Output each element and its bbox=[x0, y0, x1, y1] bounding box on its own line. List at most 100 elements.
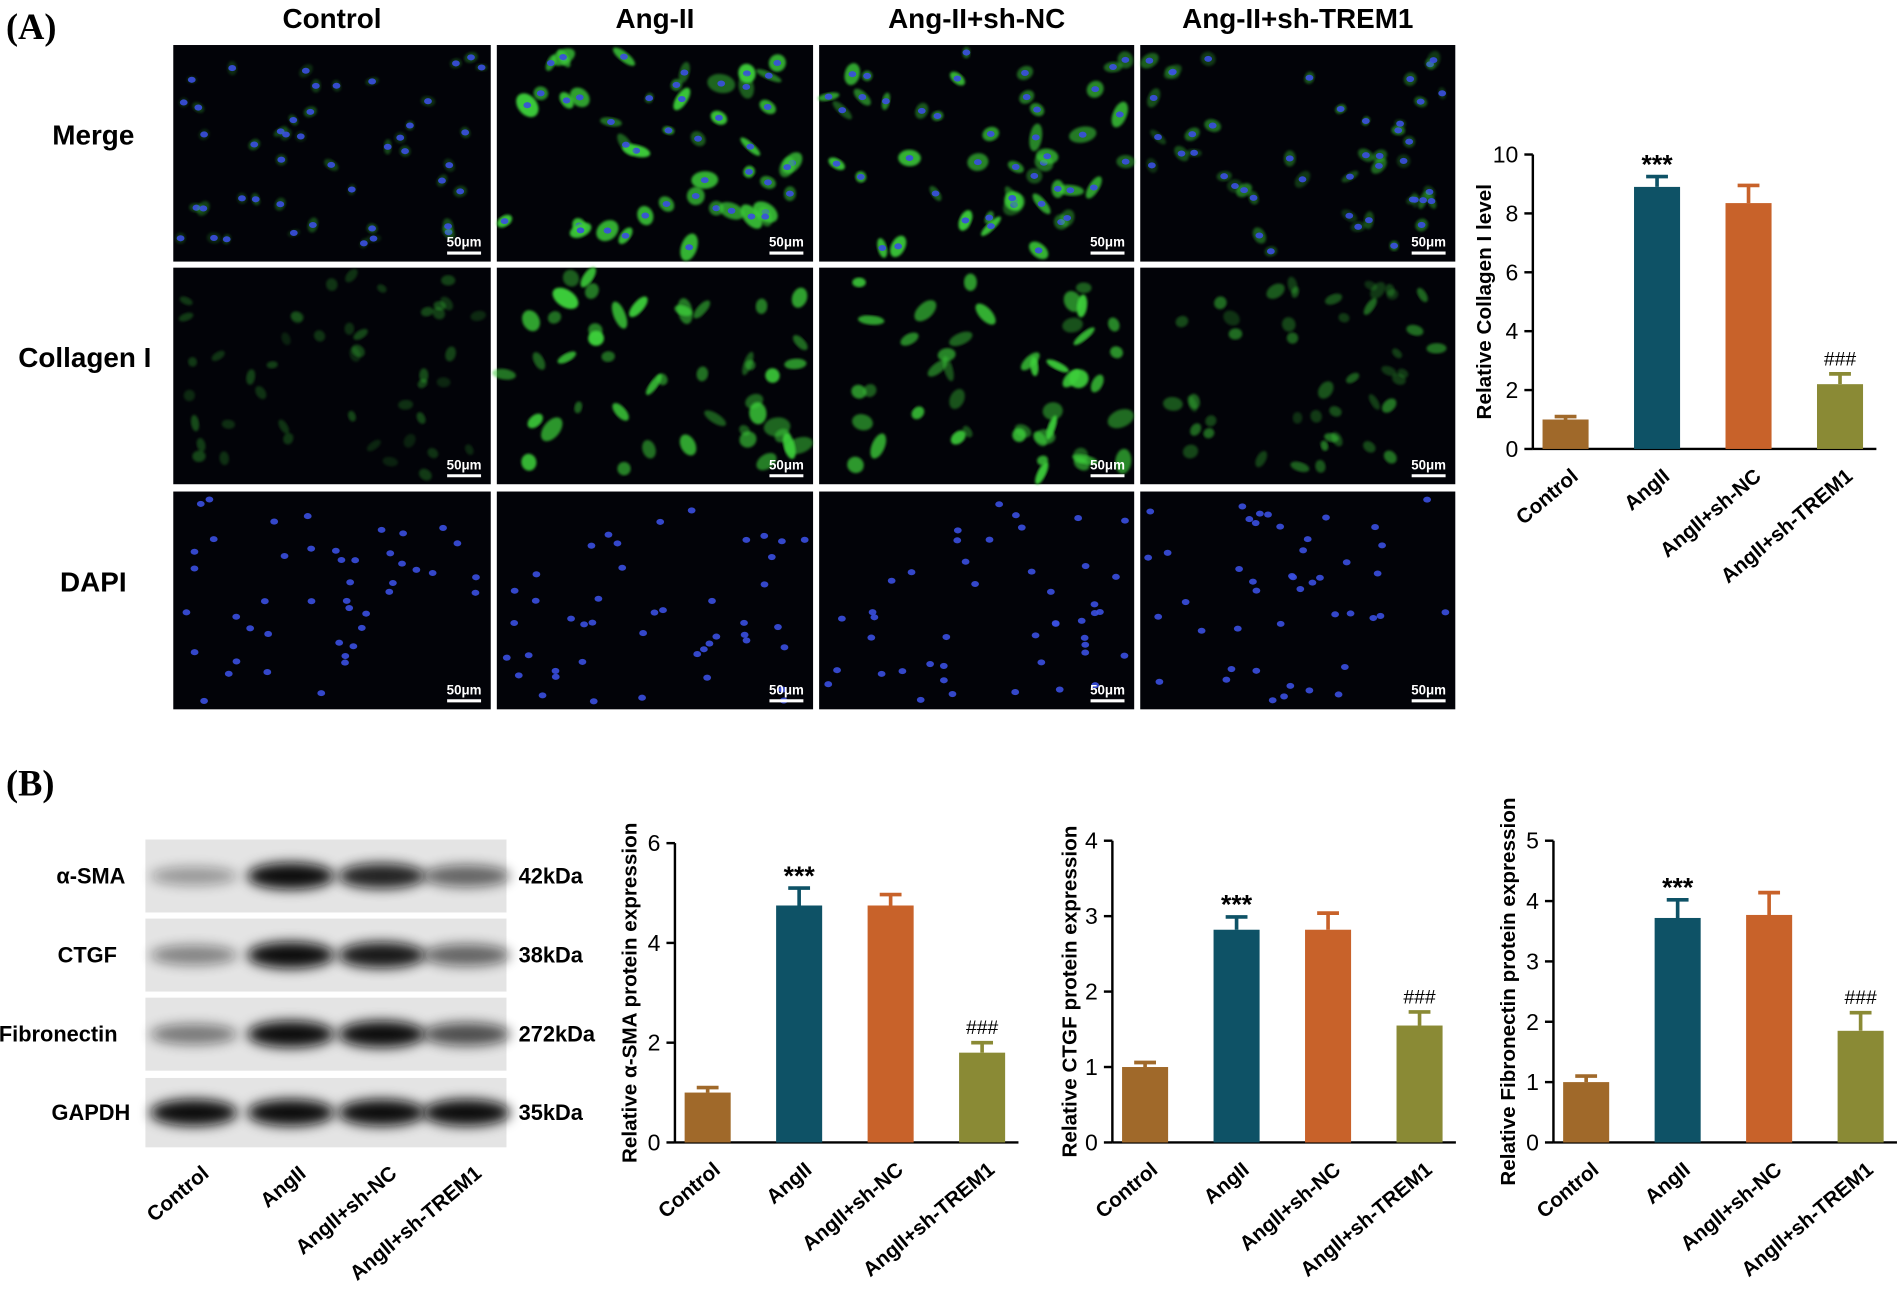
cell bbox=[1188, 393, 1200, 410]
cell bbox=[246, 369, 256, 385]
nucleus bbox=[477, 64, 486, 71]
bar bbox=[1746, 914, 1793, 1143]
nucleus bbox=[1208, 122, 1217, 129]
nucleus bbox=[349, 643, 358, 650]
cell bbox=[870, 433, 887, 459]
nucleus bbox=[618, 564, 627, 571]
nucleus bbox=[898, 668, 907, 675]
cell bbox=[1205, 415, 1217, 427]
nucleus bbox=[200, 131, 208, 138]
nucleus bbox=[917, 107, 926, 114]
nucleus bbox=[1033, 106, 1041, 113]
nucleus bbox=[760, 581, 769, 588]
nucleus bbox=[1121, 517, 1129, 524]
cell bbox=[552, 287, 579, 309]
nucleus bbox=[645, 95, 654, 102]
nucleus bbox=[1053, 185, 1062, 192]
nucleus bbox=[510, 587, 519, 594]
nucleus bbox=[987, 223, 995, 230]
cell bbox=[436, 377, 451, 388]
nucleus bbox=[332, 82, 341, 89]
nucleus bbox=[200, 697, 208, 704]
nucleus bbox=[1080, 634, 1089, 641]
nucleus bbox=[1264, 511, 1272, 518]
nucleus bbox=[838, 615, 846, 622]
nucleus bbox=[824, 93, 833, 100]
nucleus bbox=[1011, 689, 1020, 696]
y-tick-label: 2 bbox=[1085, 979, 1098, 1005]
y-tick-label: 2 bbox=[1506, 377, 1519, 403]
nucleus bbox=[742, 83, 751, 90]
nucleus bbox=[335, 639, 344, 646]
nucleus bbox=[694, 135, 702, 142]
micrograph: 50μm bbox=[1140, 491, 1456, 710]
nucleus bbox=[263, 669, 272, 676]
column-header: Ang-II bbox=[615, 3, 694, 34]
nucleus bbox=[1373, 570, 1382, 577]
cell bbox=[1034, 429, 1056, 445]
nucleus bbox=[832, 160, 841, 167]
nucleus bbox=[824, 681, 833, 688]
nucleus bbox=[1011, 163, 1020, 170]
cell bbox=[914, 300, 937, 322]
panel-label: (B) bbox=[6, 763, 54, 803]
nucleus bbox=[1051, 620, 1060, 627]
significance-mark: ### bbox=[1844, 987, 1877, 1009]
nucleus bbox=[680, 69, 689, 76]
y-tick-label: 6 bbox=[1506, 259, 1519, 285]
nucleus bbox=[763, 103, 772, 111]
nucleus bbox=[894, 243, 903, 250]
nucleus bbox=[905, 154, 914, 162]
nucleus bbox=[472, 574, 480, 581]
nucleus bbox=[176, 235, 185, 242]
nucleus bbox=[1305, 687, 1314, 694]
nucleus bbox=[190, 565, 199, 572]
nucleus bbox=[1121, 56, 1130, 63]
nucleus bbox=[264, 630, 273, 637]
cell bbox=[1386, 289, 1399, 300]
cell bbox=[427, 447, 439, 459]
nucleus bbox=[251, 196, 260, 203]
cell bbox=[949, 331, 973, 347]
y-axis-title: Relative Fibronectin protein expression bbox=[1497, 797, 1520, 1185]
nucleus bbox=[1081, 649, 1090, 656]
nucleus bbox=[369, 235, 378, 242]
blot-band bbox=[422, 1099, 511, 1127]
bar bbox=[1837, 1030, 1884, 1143]
nucleus bbox=[1154, 134, 1162, 141]
cell bbox=[704, 410, 727, 426]
nucleus bbox=[309, 221, 317, 229]
y-tick-label: 3 bbox=[1085, 903, 1098, 929]
y-tick-label: 0 bbox=[648, 1129, 661, 1155]
nucleus bbox=[687, 507, 696, 514]
nucleus bbox=[1222, 676, 1231, 683]
cell bbox=[344, 322, 355, 335]
nucleus bbox=[1438, 90, 1447, 97]
y-tick-label: 4 bbox=[1506, 318, 1519, 344]
nucleus bbox=[1022, 94, 1031, 101]
error-bar bbox=[1829, 372, 1851, 385]
column-header: Ang-II+sh-NC bbox=[888, 3, 1065, 34]
cell bbox=[1075, 282, 1092, 294]
nucleus bbox=[1410, 196, 1419, 203]
blot-band bbox=[150, 866, 238, 886]
nucleus bbox=[337, 556, 346, 564]
nucleus bbox=[1096, 608, 1104, 616]
nucleus bbox=[760, 532, 769, 539]
cell bbox=[580, 267, 597, 288]
panel-label: (A) bbox=[6, 7, 56, 47]
cell bbox=[1037, 455, 1049, 466]
nucleus bbox=[1240, 187, 1248, 194]
scale-bar-label: 50μm bbox=[1411, 457, 1446, 472]
cell bbox=[445, 346, 456, 362]
error-bar bbox=[1737, 183, 1760, 204]
cell bbox=[540, 417, 563, 442]
nucleus bbox=[1346, 610, 1355, 617]
cell bbox=[440, 296, 454, 311]
y-tick-label: 5 bbox=[1526, 828, 1539, 854]
cell bbox=[366, 439, 381, 452]
nucleus bbox=[282, 131, 290, 138]
bar bbox=[867, 905, 914, 1143]
cell bbox=[403, 433, 416, 448]
